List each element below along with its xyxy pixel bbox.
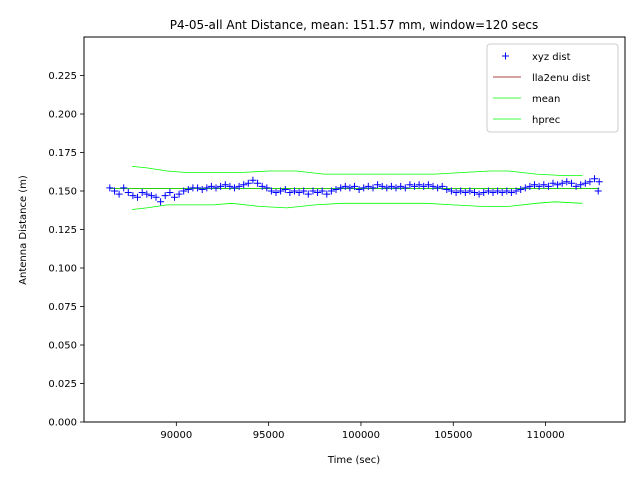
x-tick-label: 110000 <box>527 430 565 441</box>
legend-xyz-dist-label: xyz dist <box>532 52 571 63</box>
y-axis-label: Antenna Distance (m) <box>18 175 29 285</box>
y-tick-label: 0.150 <box>48 187 77 198</box>
y-tick-label: 0.125 <box>48 225 77 236</box>
y-tick-label: 0.000 <box>48 418 77 429</box>
y-tick-label: 0.075 <box>48 302 77 313</box>
x-axis: 90000 95000 100000 105000 110000 <box>160 422 565 441</box>
legend-mean-label: mean <box>532 94 560 105</box>
x-tick-label: 105000 <box>434 430 472 441</box>
y-tick-label: 0.025 <box>48 379 77 390</box>
x-axis-label: Time (sec) <box>327 455 380 466</box>
hprec-lower-line <box>131 201 583 210</box>
y-axis: 0.000 0.025 0.050 0.075 0.100 0.125 0.150 0.175… <box>48 71 84 429</box>
y-tick-label: 0.050 <box>48 341 77 352</box>
y-tick-label: 0.200 <box>48 110 77 121</box>
x-tick-label: 100000 <box>342 430 380 441</box>
chart-title: P4-05-all Ant Distance, mean: 151.57 mm,… <box>170 18 539 32</box>
y-tick-label: 0.100 <box>48 264 77 275</box>
x-tick-label: 95000 <box>253 430 285 441</box>
legend-hprec-label: hprec <box>532 115 560 126</box>
legend: xyz dist lla2enu dist mean hprec <box>486 43 619 133</box>
legend-lla2enu-dist-label: lla2enu dist <box>532 73 590 84</box>
hprec-upper-line <box>131 166 583 176</box>
plot-area <box>106 166 603 210</box>
legend-box <box>486 43 619 133</box>
xyz-dist-markers <box>106 175 603 206</box>
legend-xyz-dist-marker <box>502 52 509 60</box>
y-tick-label: 0.175 <box>48 148 77 159</box>
y-tick-label: 0.225 <box>48 71 77 82</box>
x-tick-label: 90000 <box>160 430 192 441</box>
